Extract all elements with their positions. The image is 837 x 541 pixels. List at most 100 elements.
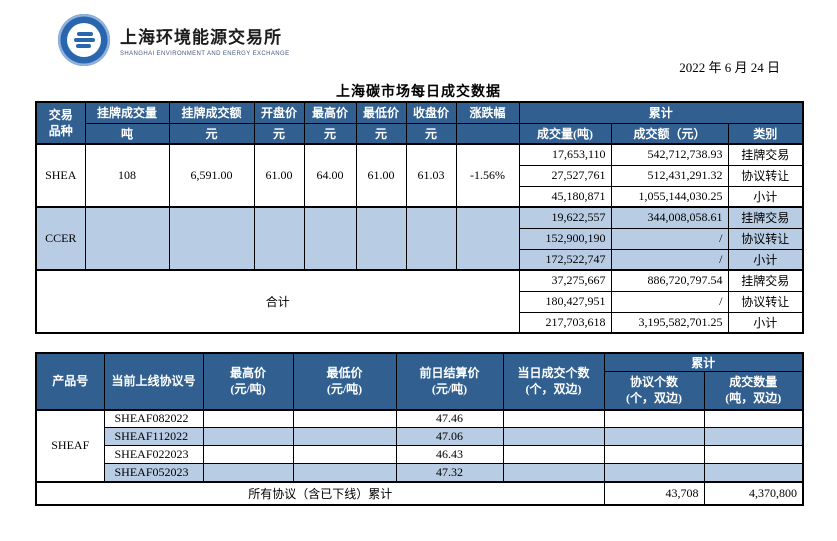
t1-close-cell — [405, 206, 457, 271]
t1-cum-amount-cell: 3,195,582,701.25 — [610, 311, 729, 334]
t2-contract-cell: SHEAF082022 — [103, 408, 204, 428]
t1-h-category: 类别 — [727, 122, 804, 145]
logo-glyph-icon — [67, 23, 101, 57]
t2-footer-volume-cell: 4,370,800 — [703, 480, 804, 505]
t1-cum-volume-cell: 27,527,761 — [518, 164, 612, 187]
t1-category-cell: 挂牌交易 — [727, 269, 804, 292]
t2-today-count-cell — [502, 408, 605, 428]
t1-category-cell: 挂牌交易 — [727, 143, 804, 166]
t1-low-cell — [355, 206, 407, 271]
t1-h-change: 涨跌幅 — [455, 101, 520, 124]
t2-h-cum-count-unit: (个，双边) — [626, 391, 682, 406]
t2-h-cumulative: 累计 — [603, 352, 804, 372]
t1-total-label-cell: 合计 — [35, 269, 520, 334]
t1-change-cell: -1.56% — [455, 143, 520, 208]
t2-h-today-count-unit: (个，双边) — [525, 382, 582, 397]
t1-category-cell: 小计 — [727, 311, 804, 334]
t1-change-cell — [455, 206, 520, 271]
t1-cum-amount-cell: / — [610, 227, 729, 250]
table-row: 217,703,618 3,195,582,701.25 小计 — [36, 311, 804, 334]
t2-h-contract: 当前上线协议号 — [103, 352, 204, 410]
t2-contract-cell: SHEAF112022 — [103, 427, 204, 446]
t1-cum-volume-cell: 180,427,951 — [518, 290, 612, 313]
t2-h-cum-count-label: 协议个数 — [629, 375, 678, 390]
t2-h-low-label: 最低价 — [326, 366, 363, 381]
t2-today-count-cell — [502, 427, 605, 446]
t2-h-high-label: 最高价 — [229, 366, 266, 381]
t2-high-cell — [202, 463, 294, 482]
t1-cum-volume-cell: 152,900,190 — [518, 227, 612, 250]
t1-h-change-blank — [455, 122, 520, 145]
t2-h-cum-volume-unit: (吨，双边) — [725, 391, 782, 406]
t1-listed-volume-cell — [84, 206, 170, 271]
table-row: 180,427,951 / 协议转让 — [36, 290, 804, 313]
t1-product-cell: CCER — [35, 206, 86, 271]
t2-low-cell — [292, 408, 397, 428]
t2-high-cell — [202, 408, 294, 428]
table-row: 合计 37,275,667 886,720,797.54 挂牌交易 — [35, 269, 804, 334]
t1-cum-volume-cell: 37,275,667 — [518, 269, 612, 292]
table-row: SHEAF022023 46.43 — [36, 445, 804, 464]
t1-listed-amount-cell — [168, 206, 255, 271]
org-name-en: SHANGHAI ENVIRONMENT AND ENERGY EXCHANGE — [120, 51, 290, 57]
t1-h-unit-yuan: 元 — [303, 122, 357, 145]
logo-text: 上海环境能源交易所 SHANGHAI ENVIRONMENT AND ENERG… — [120, 23, 289, 57]
t2-h-prev-settle: 前日结算价 (元/吨) — [395, 352, 504, 410]
t2-low-cell — [292, 427, 397, 446]
t1-h-cum-amount: 成交额（元） — [610, 122, 729, 145]
t1-category-cell: 挂牌交易 — [727, 206, 804, 229]
t2-contract-cell: SHEAF052023 — [103, 463, 204, 482]
t1-h-product-l2: 品种 — [48, 124, 73, 138]
t1-h-close: 收盘价 — [405, 101, 457, 124]
table-row: SHEAF112022 47.06 — [36, 427, 804, 446]
report-date: 2022 年 6 月 24 日 — [679, 60, 780, 75]
t1-h-listed-volume: 挂牌成交量 — [84, 101, 170, 124]
t2-h-cum-volume-label: 成交数量 — [729, 375, 778, 390]
t2-cum-volume-cell — [703, 445, 804, 464]
t1-product-cell: SHEA — [35, 143, 86, 208]
t1-h-product-l1: 交易 — [48, 107, 73, 122]
t2-cum-volume-cell — [703, 463, 804, 482]
t2-prev-settle-cell: 47.46 — [395, 408, 504, 428]
t2-cum-count-cell — [603, 408, 705, 428]
t1-h-high: 最高价 — [303, 101, 357, 124]
t2-high-cell — [202, 427, 294, 446]
t2-today-count-cell — [502, 445, 605, 464]
t1-cum-amount-cell: / — [610, 248, 729, 271]
t2-high-cell — [202, 445, 294, 464]
t1-category-cell: 小计 — [727, 185, 804, 208]
t2-prev-settle-cell: 47.32 — [395, 463, 504, 482]
t1-cum-amount-cell: 886,720,797.54 — [610, 269, 729, 292]
t1-cum-volume-cell: 172,522,747 — [518, 248, 612, 271]
t2-prev-settle-cell: 46.43 — [395, 445, 504, 464]
t1-cum-amount-cell: 344,008,058.61 — [610, 206, 729, 229]
t2-low-cell — [292, 463, 397, 482]
t1-cum-volume-cell: 17,653,110 — [518, 143, 612, 166]
org-name-cn: 上海环境能源交易所 — [120, 28, 282, 47]
t2-h-cum-volume: 成交数量 (吨，双边) — [703, 371, 804, 410]
t1-cum-volume-cell: 217,703,618 — [518, 311, 612, 334]
t1-low-cell: 61.00 — [355, 143, 407, 208]
t1-listed-amount-cell: 6,591.00 — [168, 143, 255, 208]
table-row: 所有协议（含已下线）累计 43,708 4,370,800 — [35, 480, 804, 505]
table-row: SHEAF SHEAF082022 47.46 — [35, 408, 804, 482]
t1-cum-volume-cell: 19,622,557 — [518, 206, 612, 229]
t2-cum-count-cell — [603, 463, 705, 482]
t1-cum-amount-cell: / — [610, 290, 729, 313]
t1-h-unit-ton: 吨 — [84, 122, 170, 145]
t2-contract-cell: SHEAF022023 — [103, 445, 204, 464]
t2-footer-label-cell: 所有协议（含已下线）累计 — [35, 480, 605, 505]
logo-badge-icon — [58, 14, 110, 66]
t1-h-low: 最低价 — [355, 101, 407, 124]
t2-low-cell — [292, 445, 397, 464]
table-row: 172,522,747 / 小计 — [36, 248, 804, 271]
t1-cum-amount-cell: 512,431,291.32 — [610, 164, 729, 187]
t2-h-cum-count: 协议个数 (个，双边) — [603, 371, 705, 410]
t2-h-prev-settle-label: 前日结算价 — [419, 366, 480, 381]
t2-h-high-unit: (元/吨) — [230, 382, 266, 397]
t2-h-product: 产品号 — [35, 352, 105, 410]
table-row: CCER 19,622,557 344,008,058.61 挂牌交易 — [35, 206, 804, 271]
t1-h-open: 开盘价 — [253, 101, 305, 124]
t2-h-low: 最低价 (元/吨) — [292, 352, 397, 410]
sheaf-contract-table: 产品号 当前上线协议号 最高价 (元/吨) 最低价 (元/吨) 前日结算价 (元… — [35, 352, 804, 506]
